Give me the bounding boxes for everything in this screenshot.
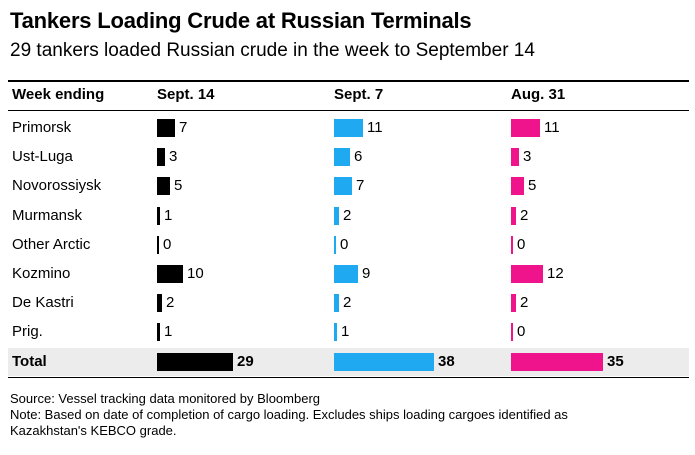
row-5-value-col-1: 9: [362, 265, 371, 282]
total-value-col-2: 35: [607, 353, 624, 370]
row-5-bar-col-2: [511, 265, 543, 283]
row-1-value-col-0: 3: [169, 148, 178, 166]
row-7-bar-col-0: [157, 323, 160, 342]
total-bar-col-0: [157, 353, 233, 371]
row-2-bar-col-0: [157, 177, 170, 196]
row-0-bar-col-2: [511, 119, 540, 137]
row-1-bar-col-1: [334, 148, 350, 167]
header-bottom-rule: [8, 110, 689, 111]
row-1-value-col-2: 3: [523, 148, 532, 166]
row-6-value-col-2: 2: [520, 294, 529, 312]
note-line-2: Kazakhstan's KEBCO grade.: [10, 423, 177, 438]
row-1-bar-col-2: [511, 148, 519, 167]
row-6-bar-col-2: [511, 294, 516, 313]
total-row-label: Total: [12, 353, 47, 370]
row-2-bar-col-2: [511, 177, 524, 196]
row-2-value-col-1: 7: [356, 177, 365, 195]
chart-subtitle: 29 tankers loaded Russian crude in the w…: [10, 40, 535, 61]
total-value-col-0: 29: [237, 353, 254, 370]
row-7-bar-col-1: [334, 323, 337, 342]
total-value-col-1: 38: [438, 353, 455, 370]
row-4-bar-col-1: [334, 235, 336, 254]
row-4-bar-col-2: [511, 235, 513, 254]
row-5-value-col-2: 12: [547, 265, 564, 282]
note-line-1: Note: Based on date of completion of car…: [10, 407, 568, 422]
row-3-value-col-1: 2: [343, 206, 352, 224]
row-4-bar-col-0: [157, 235, 159, 254]
header-top-rule: [8, 80, 689, 82]
row-label-kozmino: Kozmino: [12, 265, 71, 282]
row-header: Week ending: [12, 86, 105, 103]
row-label-prig: Prig.: [12, 323, 43, 341]
total-bar-col-2: [511, 353, 603, 371]
row-3-bar-col-1: [334, 206, 339, 225]
row-7-bar-col-2: [511, 323, 513, 342]
row-6-value-col-1: 2: [343, 294, 352, 312]
row-4-value-col-1: 0: [340, 235, 349, 253]
row-6-value-col-0: 2: [166, 294, 175, 312]
row-label-murmansk: Murmansk: [12, 206, 83, 224]
column-header-aug-31: Aug. 31: [511, 86, 566, 103]
row-1-bar-col-0: [157, 148, 165, 167]
chart-title: Tankers Loading Crude at Russian Termina…: [10, 8, 472, 33]
row-0-bar-col-0: [157, 119, 175, 137]
row-7-value-col-0: 1: [164, 323, 173, 341]
row-2-value-col-2: 5: [528, 177, 537, 195]
row-5-value-col-0: 10: [187, 265, 204, 282]
row-0-value-col-2: 11: [544, 119, 560, 136]
row-0-value-col-1: 11: [367, 119, 383, 136]
row-2-value-col-0: 5: [174, 177, 183, 195]
row-7-value-col-2: 0: [517, 323, 526, 341]
column-header-sept-14: Sept. 14: [157, 86, 215, 103]
row-3-value-col-0: 1: [164, 206, 173, 224]
row-0-value-col-0: 7: [179, 119, 188, 136]
row-4-value-col-0: 0: [163, 235, 172, 253]
row-0-bar-col-1: [334, 119, 363, 137]
row-3-bar-col-2: [511, 206, 516, 225]
footer-rule: [8, 377, 689, 378]
row-7-value-col-1: 1: [341, 323, 350, 341]
row-label-ust-luga: Ust-Luga: [12, 148, 73, 166]
row-5-bar-col-1: [334, 265, 358, 283]
row-6-bar-col-0: [157, 294, 162, 313]
row-4-value-col-2: 0: [517, 235, 526, 253]
row-label-primorsk: Primorsk: [12, 119, 72, 136]
row-label-de-kastri: De Kastri: [12, 294, 74, 312]
row-3-bar-col-0: [157, 206, 160, 225]
row-2-bar-col-1: [334, 177, 352, 196]
row-1-value-col-1: 6: [354, 148, 363, 166]
row-label-novorossiysk: Novorossiysk: [12, 177, 102, 195]
row-5-bar-col-0: [157, 265, 183, 283]
row-3-value-col-2: 2: [520, 206, 529, 224]
source-note: Source: Vessel tracking data monitored b…: [10, 391, 321, 406]
row-label-other-arctic: Other Arctic: [12, 235, 91, 253]
row-6-bar-col-1: [334, 294, 339, 313]
total-bar-col-1: [334, 353, 434, 371]
column-header-sept-7: Sept. 7: [334, 86, 384, 103]
